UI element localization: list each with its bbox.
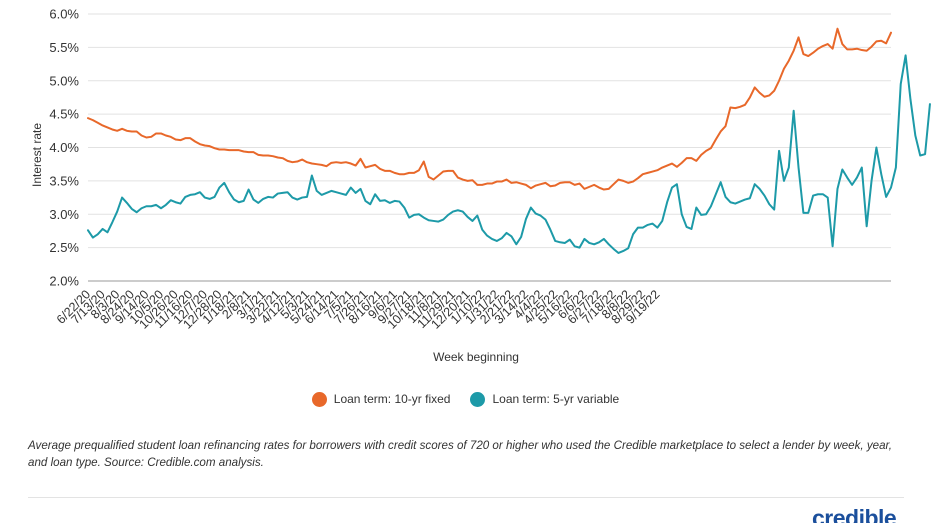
y-tick-label: 5.5% bbox=[49, 40, 79, 55]
y-tick-label: 6.0% bbox=[49, 7, 79, 22]
legend: Loan term: 10-yr fixed Loan term: 5-yr v… bbox=[0, 389, 931, 409]
legend-swatch-5yr-variable bbox=[470, 391, 486, 407]
y-tick-label: 5.0% bbox=[49, 73, 79, 88]
y-tick-label: 2.0% bbox=[49, 274, 79, 289]
legend-label-10yr-fixed: Loan term: 10-yr fixed bbox=[333, 392, 451, 406]
credible-logo[interactable]: credible bbox=[812, 507, 897, 523]
series-line-10yr-fixed bbox=[87, 27, 892, 191]
line-chart: 2.0% 2.5% 3.0% 3.5% 4.0% 4.5% 5.0% 5.5% 6.0% 6/2… bbox=[30, 7, 931, 364]
y-tick-label: 3.0% bbox=[49, 207, 79, 222]
chart-caption: Average prequalified student loan refina… bbox=[28, 439, 892, 469]
y-axis-ticks: 2.0% 2.5% 3.0% 3.5% 4.0% 4.5% 5.0% 5.5% 6.0% bbox=[49, 7, 79, 289]
legend-swatch-10yr-fixed bbox=[311, 391, 327, 407]
y-axis-title: Interest rate bbox=[30, 123, 44, 187]
series-line-5yr-variable bbox=[87, 54, 931, 254]
legend-item-5yr-variable[interactable]: Loan term: 5-yr variable bbox=[470, 389, 619, 409]
y-tick-label: 2.5% bbox=[49, 240, 79, 255]
x-axis-title: Week beginning bbox=[433, 350, 519, 364]
x-axis-ticks: 6/22/207/13/208/3/208/24/209/14/2010/5/2… bbox=[54, 287, 663, 331]
y-tick-label: 3.5% bbox=[49, 173, 79, 188]
grid-lines bbox=[88, 13, 891, 282]
series-lines bbox=[87, 27, 931, 254]
legend-item-10yr-fixed[interactable]: Loan term: 10-yr fixed bbox=[311, 389, 451, 409]
y-tick-label: 4.0% bbox=[49, 140, 79, 155]
y-tick-label: 4.5% bbox=[49, 107, 79, 122]
legend-label-5yr-variable: Loan term: 5-yr variable bbox=[492, 392, 620, 406]
footer-divider bbox=[28, 497, 904, 498]
